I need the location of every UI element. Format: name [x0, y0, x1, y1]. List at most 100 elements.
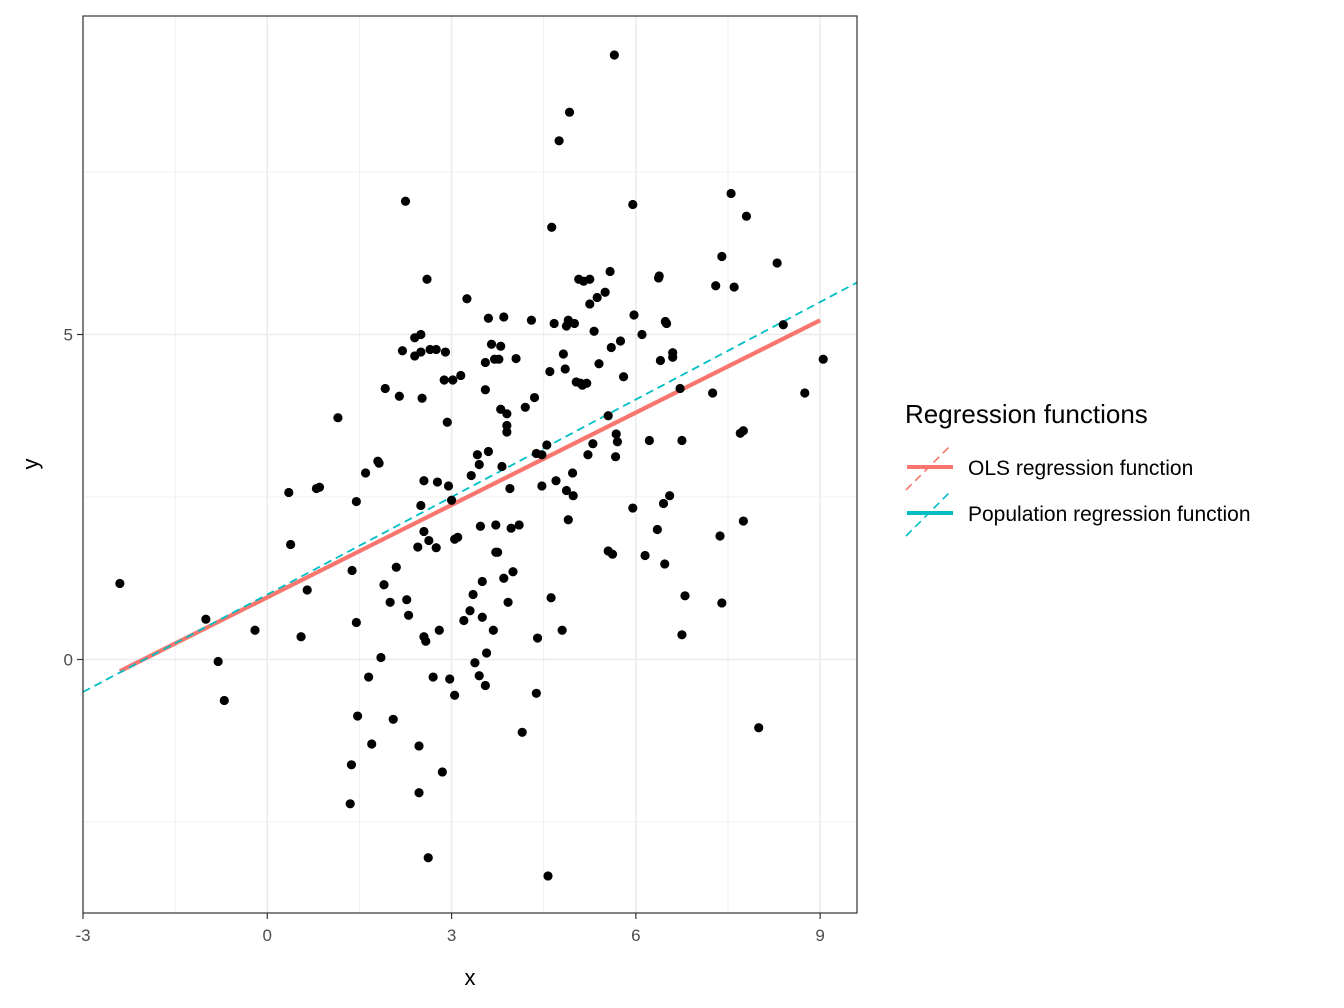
- data-point: [414, 788, 424, 798]
- data-point: [477, 612, 487, 622]
- data-point: [529, 392, 540, 403]
- data-point: [818, 354, 828, 364]
- data-point: [491, 520, 501, 530]
- data-point: [400, 196, 411, 206]
- data-point: [506, 523, 516, 533]
- data-point: [545, 366, 555, 377]
- data-point: [284, 487, 294, 498]
- data-point: [446, 495, 457, 505]
- data-point: [592, 292, 602, 303]
- data-point: [483, 446, 494, 457]
- data-point: [443, 481, 454, 491]
- data-point: [668, 348, 678, 358]
- data-point: [431, 344, 441, 355]
- data-point: [442, 417, 452, 427]
- data-point: [560, 364, 570, 374]
- data-point: [431, 543, 441, 553]
- data-point: [677, 630, 687, 640]
- data-point: [680, 591, 690, 601]
- data-point: [605, 266, 615, 277]
- data-point: [741, 211, 752, 221]
- data-point: [286, 539, 296, 550]
- data-point: [351, 496, 361, 507]
- x-tick-label: 6: [631, 926, 640, 945]
- data-point: [360, 468, 371, 478]
- data-point: [618, 372, 629, 382]
- data-point: [502, 420, 512, 431]
- data-point: [600, 287, 610, 297]
- data-point: [557, 625, 567, 635]
- data-point: [468, 589, 478, 600]
- data-point: [439, 375, 449, 385]
- data-point: [531, 688, 541, 698]
- data-point: [219, 695, 229, 706]
- data-point: [738, 516, 748, 526]
- data-point: [364, 672, 374, 682]
- data-point: [569, 318, 580, 329]
- legend-key-population: [905, 489, 953, 537]
- data-point: [302, 585, 312, 595]
- data-point: [652, 524, 662, 535]
- plot-border: [82, 15, 858, 914]
- ols-regression-line: [118, 318, 822, 674]
- data-point: [472, 450, 482, 460]
- y-tick-label: 5: [64, 326, 73, 345]
- y-tick-label: 0: [64, 651, 73, 670]
- data-point: [351, 617, 361, 628]
- data-point: [717, 598, 727, 608]
- data-point: [589, 326, 599, 336]
- data-point: [385, 597, 395, 607]
- data-point: [711, 281, 721, 291]
- data-point: [380, 383, 390, 394]
- data-point: [628, 503, 638, 513]
- data-point: [568, 491, 578, 501]
- data-point: [376, 652, 386, 663]
- data-point: [738, 426, 748, 436]
- data-point: [549, 318, 559, 329]
- x-axis-title: x: [465, 965, 476, 990]
- data-point: [352, 711, 363, 721]
- data-point: [496, 341, 506, 351]
- data-point: [778, 320, 788, 330]
- data-point: [660, 559, 670, 569]
- data-point: [517, 727, 527, 737]
- data-point: [416, 347, 426, 357]
- data-point: [367, 739, 377, 749]
- data-point: [640, 550, 650, 561]
- data-point: [416, 329, 426, 340]
- data-point: [585, 274, 595, 284]
- data-point: [497, 461, 507, 472]
- data-points: [115, 50, 828, 881]
- x-tick-label: -3: [75, 926, 90, 945]
- data-point: [588, 439, 598, 449]
- data-point: [440, 347, 451, 357]
- grid-major: [82, 16, 857, 913]
- data-point: [422, 274, 432, 284]
- data-point: [754, 723, 764, 733]
- data-point: [394, 391, 404, 401]
- data-point: [333, 413, 343, 423]
- data-point: [677, 435, 687, 446]
- x-tick-label: 9: [815, 926, 824, 945]
- data-point: [561, 485, 572, 496]
- legend: Regression functions OLS regression func…: [905, 399, 1251, 537]
- data-point: [537, 481, 547, 491]
- data-point: [585, 299, 595, 309]
- data-point: [637, 329, 647, 340]
- x-tick-label: 3: [447, 926, 456, 945]
- data-point: [494, 354, 504, 364]
- data-point: [499, 312, 509, 322]
- data-point: [603, 411, 613, 421]
- y-axis-title: y: [18, 459, 43, 470]
- data-point: [374, 458, 384, 468]
- data-point: [402, 595, 412, 605]
- data-point: [612, 437, 623, 447]
- data-point: [543, 871, 553, 881]
- data-point: [542, 440, 552, 450]
- data-point: [615, 336, 626, 346]
- data-point: [417, 393, 427, 403]
- data-point: [514, 520, 524, 530]
- data-point: [475, 521, 486, 531]
- data-point: [661, 318, 672, 329]
